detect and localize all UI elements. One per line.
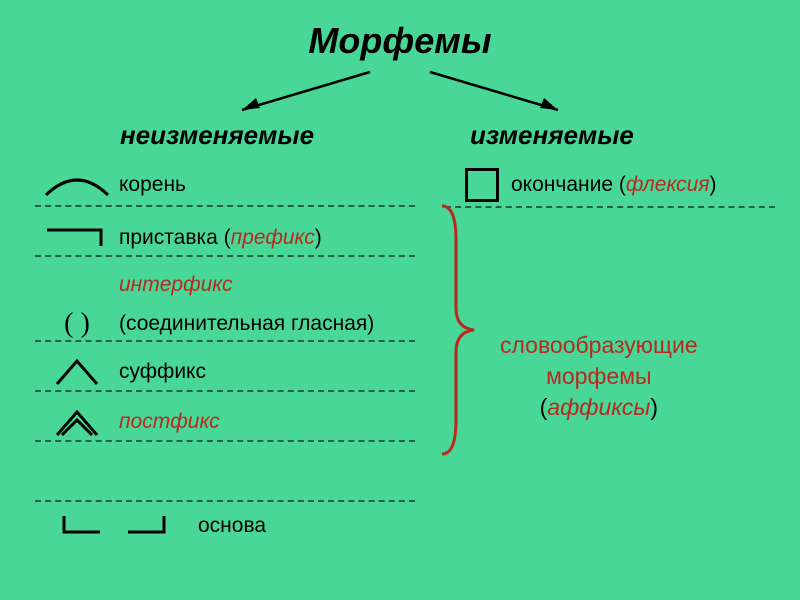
row-prefix: приставка (префикс)	[35, 216, 445, 260]
row-root: корень	[35, 163, 445, 207]
divider	[35, 255, 415, 257]
divider	[35, 390, 415, 392]
divider	[35, 340, 415, 342]
row-basis: основа	[60, 512, 266, 538]
basis-label: основа	[198, 514, 266, 538]
row-ending: окончание (флексия)	[465, 168, 717, 202]
row-suffix: суффикс	[35, 350, 445, 394]
page-title: Морфемы	[308, 20, 491, 62]
row-ending-label: окончание (флексия)	[511, 173, 717, 197]
postfix-icon	[35, 405, 119, 439]
divider	[35, 205, 415, 207]
divider	[35, 500, 415, 502]
basis-icon	[60, 512, 170, 538]
affixes-block: словообразующие морфемы (аффиксы)	[500, 330, 698, 423]
divider	[35, 440, 415, 442]
subtitle-right: изменяемые	[470, 120, 634, 151]
affixes-line1: словообразующие	[500, 330, 698, 361]
arrow-left	[230, 68, 380, 120]
suffix-icon	[35, 357, 119, 387]
row-prefix-label: приставка (префикс)	[119, 226, 322, 250]
row-interfix-label: интерфикс	[119, 273, 233, 297]
divider	[445, 206, 775, 208]
row-suffix-label: суффикс	[119, 360, 206, 384]
affixes-line2: морфемы	[500, 361, 698, 392]
row-interfix: интерфикс	[35, 263, 445, 307]
affixes-line3: (аффиксы)	[500, 392, 698, 423]
curly-bracket-icon	[434, 200, 484, 460]
row-root-label: корень	[119, 173, 186, 197]
parentheses-icon: ( )	[35, 308, 119, 340]
arrow-right	[420, 68, 570, 120]
row-postfix-label: постфикс	[119, 410, 220, 434]
ending-icon	[465, 168, 499, 202]
row-postfix: постфикс	[35, 400, 445, 444]
root-icon	[35, 171, 119, 199]
prefix-icon	[35, 226, 119, 250]
row-connecting-vowel-label: (соединительная гласная)	[119, 312, 374, 336]
subtitle-left: неизменяемые	[120, 120, 314, 151]
